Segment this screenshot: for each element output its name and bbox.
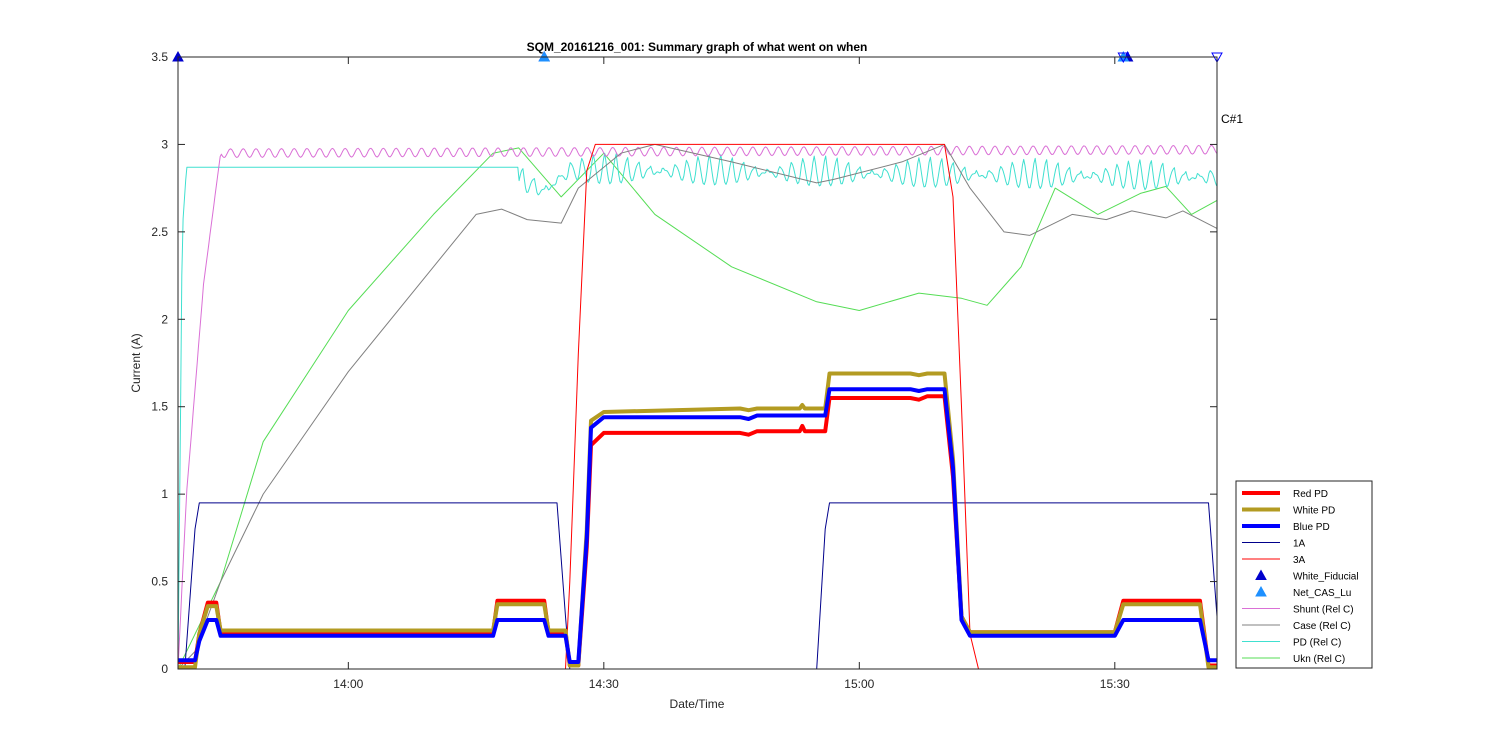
series-line-ukn-rel-c bbox=[177, 147, 1218, 670]
plot-frame bbox=[177, 56, 1218, 670]
y-axis: 0 0.5 1 1.5 2 2.5 3 3.5 bbox=[151, 50, 1217, 676]
x-axis-title: Date/Time bbox=[670, 697, 725, 711]
y-tick-label: 3 bbox=[161, 137, 168, 151]
series-line-case-rel-c bbox=[177, 143, 1218, 670]
series-line-3a bbox=[178, 143, 1217, 670]
y-tick-label: 0 bbox=[161, 662, 168, 676]
legend-entry-case-rel-c: Case (Rel C) bbox=[1242, 621, 1351, 632]
series-line-pd-rel-c bbox=[177, 152, 1218, 670]
legend-marker bbox=[1255, 585, 1267, 597]
legend-label: Case (Rel C) bbox=[1293, 621, 1351, 632]
legend-label: 1A bbox=[1293, 539, 1306, 550]
legend: Red PD White PD Blue PD 1A 3A White_Fiducial N… bbox=[1235, 480, 1373, 669]
y-tick-label: 2 bbox=[161, 312, 168, 326]
series-line-blue-pd bbox=[178, 387, 1217, 664]
legend-label: Net_CAS_Lu bbox=[1293, 588, 1351, 599]
legend-entry-red-pd: Red PD bbox=[1242, 489, 1328, 500]
x-tick-label: 15:30 bbox=[1100, 677, 1130, 691]
legend-label: Ukn (Rel C) bbox=[1293, 654, 1345, 665]
legend-entry-3a: 3A bbox=[1242, 555, 1306, 566]
y-axis-title: Current (A) bbox=[129, 333, 143, 392]
legend-label: Red PD bbox=[1293, 489, 1328, 500]
x-tick-label: 14:00 bbox=[333, 677, 363, 691]
legend-marker bbox=[1255, 569, 1267, 580]
legend-entry-net-cas-lu: Net_CAS_Lu bbox=[1255, 585, 1351, 599]
x-axis: 14:00 14:30 15:00 15:30 bbox=[333, 57, 1130, 691]
legend-label: Shunt (Rel C) bbox=[1293, 605, 1354, 616]
y-tick-label: 1.5 bbox=[151, 400, 168, 414]
legend-label: Blue PD bbox=[1293, 522, 1330, 533]
y-tick-label: 3.5 bbox=[151, 50, 168, 64]
legend-label: PD (Rel C) bbox=[1293, 638, 1341, 649]
legend-entry-white-pd: White PD bbox=[1242, 506, 1335, 517]
legend-entry-white-fiducial: White_Fiducial bbox=[1255, 569, 1359, 583]
legend-entry-1a: 1A bbox=[1242, 539, 1306, 550]
chart-title: SQM_20161216_001: Summary graph of what … bbox=[527, 40, 868, 54]
x-tick-label: 15:00 bbox=[844, 677, 874, 691]
y-tick-label: 2.5 bbox=[151, 225, 168, 239]
y-tick-label: 1 bbox=[161, 487, 168, 501]
y-tick-label: 0.5 bbox=[151, 575, 168, 589]
legend-entry-ukn-rel-c: Ukn (Rel C) bbox=[1242, 654, 1345, 665]
legend-label: White PD bbox=[1293, 506, 1335, 517]
legend-entry-shunt-rel-c: Shunt (Rel C) bbox=[1242, 605, 1354, 616]
legend-entry-pd-rel-c: PD (Rel C) bbox=[1242, 638, 1341, 649]
legend-entry-blue-pd: Blue PD bbox=[1242, 522, 1330, 533]
legend-label: 3A bbox=[1293, 555, 1306, 566]
annotation-label: C#1 bbox=[1221, 112, 1243, 126]
series-layer bbox=[177, 143, 1218, 670]
legend-label: White_Fiducial bbox=[1293, 572, 1359, 583]
x-tick-label: 14:30 bbox=[589, 677, 619, 691]
